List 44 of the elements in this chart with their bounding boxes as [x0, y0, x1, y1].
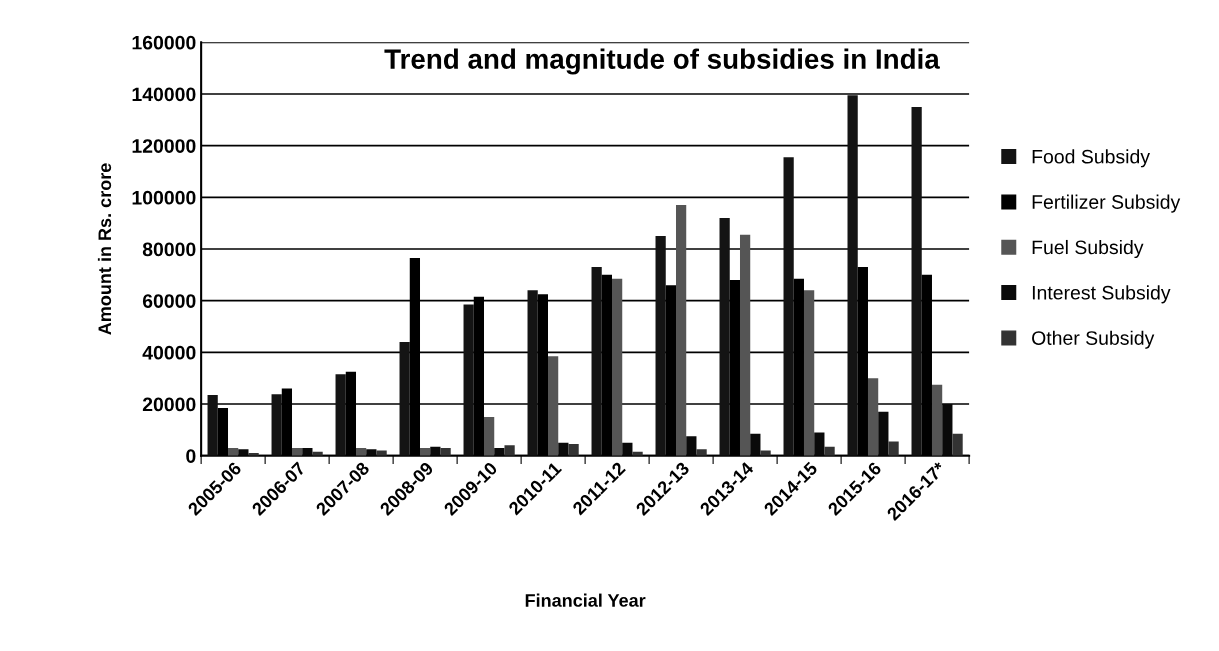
bar [931, 384, 943, 456]
y-tick-label: 40000 [142, 345, 196, 360]
bar [591, 267, 602, 456]
bar [783, 157, 794, 456]
bar [719, 218, 730, 456]
bar [847, 95, 858, 456]
y-tick-label: 60000 [142, 294, 196, 308]
bar [463, 304, 474, 456]
bar [739, 234, 751, 456]
bar [440, 447, 451, 456]
bar [676, 205, 687, 456]
legend-label: Interest Subsidy [1032, 285, 1171, 304]
legend-label: Other Subsidy [1032, 330, 1155, 349]
legend-label: Food Subsidy [1032, 149, 1150, 168]
chart-title: Trend and magnitude of subsidies in India [384, 48, 940, 75]
bar [867, 378, 879, 456]
bar [824, 446, 835, 456]
y-tick-label: 120000 [132, 139, 196, 153]
y-axis-title: Amount in Rs. crore [97, 163, 112, 335]
x-axis-title: Financial Year [525, 593, 646, 607]
y-tick-label: 20000 [142, 397, 196, 412]
bar [911, 106, 922, 456]
bar [696, 449, 707, 456]
bar [888, 441, 899, 456]
y-tick-label: 0 [186, 449, 196, 463]
bar [207, 394, 218, 456]
y-tick-label: 80000 [142, 242, 196, 257]
bar [271, 394, 282, 456]
bar [527, 290, 538, 456]
legend-label: Fertilizer Subsidy [1032, 194, 1181, 213]
bar [952, 433, 963, 456]
bar [655, 236, 666, 456]
bar [484, 416, 495, 456]
bar [399, 342, 410, 456]
bar [548, 356, 559, 456]
bar [803, 290, 815, 456]
y-tick-label: 100000 [132, 190, 196, 205]
bar [504, 445, 515, 456]
y-tick-label: 140000 [132, 87, 196, 102]
bar [568, 444, 579, 456]
bar [612, 278, 623, 456]
bar [335, 374, 346, 456]
legend-label: Fuel Subsidy [1032, 239, 1144, 259]
y-tick-label: 160000 [132, 35, 196, 50]
